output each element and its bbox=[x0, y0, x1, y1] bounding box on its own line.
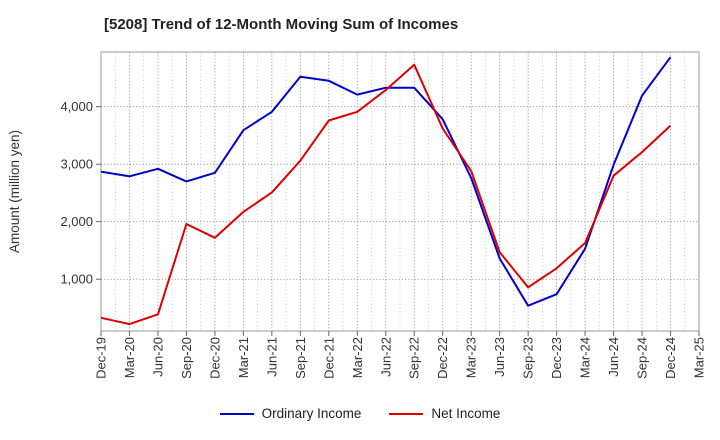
data-point-ordinary-income bbox=[527, 305, 529, 307]
data-point-ordinary-income bbox=[299, 76, 301, 78]
data-point-net-income bbox=[271, 191, 273, 193]
x-tick-label: Sep-20 bbox=[179, 337, 194, 379]
legend-item-ordinary-income: Ordinary Income bbox=[219, 406, 362, 421]
data-point-ordinary-income bbox=[185, 180, 187, 182]
data-point-ordinary-income bbox=[613, 164, 615, 166]
x-tick-label: Mar-24 bbox=[578, 337, 593, 378]
y-tick-label: 4,000 bbox=[60, 99, 93, 114]
series-layer bbox=[100, 56, 672, 326]
x-tick-label: Mar-21 bbox=[236, 337, 251, 378]
data-point-net-income bbox=[641, 151, 643, 153]
data-point-net-income bbox=[670, 125, 672, 127]
data-point-net-income bbox=[356, 111, 358, 113]
x-tick-label: Mar-20 bbox=[122, 337, 137, 378]
data-point-net-income bbox=[556, 267, 558, 269]
data-point-net-income bbox=[242, 211, 244, 213]
data-point-net-income bbox=[157, 313, 159, 315]
plot-frame bbox=[100, 51, 700, 332]
legend: Ordinary Income Net Income bbox=[0, 406, 720, 421]
data-point-ordinary-income bbox=[499, 258, 501, 260]
data-point-ordinary-income bbox=[584, 248, 586, 250]
x-tick-label: Jun-23 bbox=[492, 337, 507, 377]
data-point-ordinary-income bbox=[214, 172, 216, 174]
data-point-ordinary-income bbox=[470, 177, 472, 179]
data-point-ordinary-income bbox=[271, 111, 273, 113]
x-tick-label: Sep-21 bbox=[293, 337, 308, 379]
data-point-net-income bbox=[328, 119, 330, 121]
x-tick-label: Dec-21 bbox=[321, 337, 336, 379]
legend-label-ordinary-income: Ordinary Income bbox=[261, 406, 362, 421]
x-tick-label: Mar-25 bbox=[692, 337, 707, 378]
data-point-ordinary-income bbox=[641, 95, 643, 97]
data-point-ordinary-income bbox=[157, 168, 159, 170]
x-tick-label: Sep-22 bbox=[407, 337, 422, 379]
data-point-ordinary-income bbox=[356, 94, 358, 96]
x-tick-label: Mar-23 bbox=[464, 337, 479, 378]
x-tick-label: Sep-23 bbox=[521, 337, 536, 379]
data-point-ordinary-income bbox=[670, 56, 672, 58]
x-tick-label: Dec-24 bbox=[663, 337, 678, 379]
x-tick-label: Dec-22 bbox=[435, 337, 450, 379]
legend-swatch-net-income bbox=[389, 412, 424, 415]
y-axis-label: Amount (million yen) bbox=[7, 130, 22, 253]
data-point-ordinary-income bbox=[242, 129, 244, 131]
x-tick-label: Mar-22 bbox=[350, 337, 365, 378]
data-point-net-income bbox=[470, 170, 472, 172]
data-point-net-income bbox=[385, 89, 387, 91]
y-axis: 1,000 2,000 3,000 4,000 bbox=[60, 99, 101, 287]
grid bbox=[101, 52, 699, 331]
data-point-ordinary-income bbox=[442, 118, 444, 120]
x-tick-label: Jun-21 bbox=[264, 337, 279, 377]
data-point-net-income bbox=[100, 317, 102, 319]
data-point-net-income bbox=[613, 175, 615, 177]
data-point-ordinary-income bbox=[413, 87, 415, 89]
data-point-net-income bbox=[584, 242, 586, 244]
x-tick-label: Jun-22 bbox=[378, 337, 393, 377]
y-tick-label: 1,000 bbox=[60, 272, 93, 287]
data-point-net-income bbox=[499, 251, 501, 253]
data-point-ordinary-income bbox=[100, 171, 102, 173]
data-point-net-income bbox=[442, 128, 444, 130]
data-point-ordinary-income bbox=[128, 175, 130, 177]
series-line-net-income bbox=[100, 63, 672, 326]
legend-swatch-ordinary-income bbox=[219, 412, 254, 415]
data-point-net-income bbox=[128, 323, 130, 325]
legend-label-net-income: Net Income bbox=[431, 406, 501, 421]
data-point-ordinary-income bbox=[328, 80, 330, 82]
y-tick-label: 2,000 bbox=[60, 214, 93, 229]
chart-title: [5208] Trend of 12-Month Moving Sum of I… bbox=[104, 16, 459, 33]
y-tick-label: 3,000 bbox=[60, 157, 93, 172]
data-point-net-income bbox=[413, 64, 415, 66]
data-point-net-income bbox=[185, 223, 187, 225]
data-point-net-income bbox=[527, 286, 529, 288]
x-tick-label: Dec-20 bbox=[207, 337, 222, 379]
x-axis: Dec-19 Mar-20 Jun-20 Sep-20 Dec-20 Mar-21 Jun-… bbox=[94, 331, 707, 379]
series-line-ordinary-income bbox=[100, 56, 672, 307]
x-tick-label: Dec-23 bbox=[549, 337, 564, 379]
data-point-net-income bbox=[214, 237, 216, 239]
data-point-net-income bbox=[299, 160, 301, 162]
x-tick-label: Jun-24 bbox=[606, 337, 621, 377]
x-tick-label: Sep-24 bbox=[635, 337, 650, 379]
x-tick-label: Jun-20 bbox=[150, 337, 165, 377]
data-point-ordinary-income bbox=[556, 293, 558, 295]
x-tick-label: Dec-19 bbox=[94, 337, 109, 379]
legend-item-net-income: Net Income bbox=[389, 406, 500, 421]
